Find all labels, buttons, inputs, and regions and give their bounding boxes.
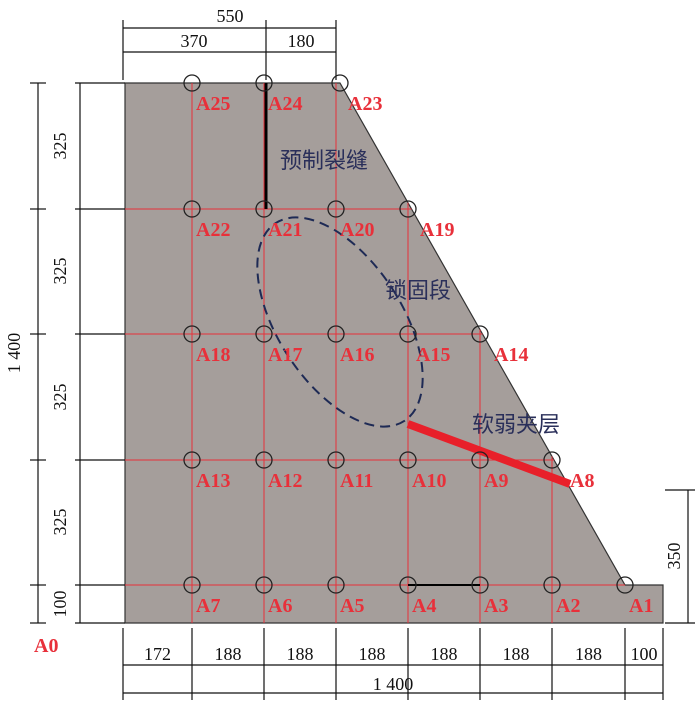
dimension-label: 370 (181, 31, 208, 51)
node-label: A10 (412, 470, 446, 492)
grid (125, 83, 625, 623)
dimension-label: 100 (50, 591, 70, 618)
node-label: A13 (196, 470, 230, 492)
dimension-label: 188 (215, 644, 242, 664)
dimension-label: 172 (144, 644, 171, 664)
node-label: A21 (268, 219, 302, 241)
node-circle (399, 576, 417, 594)
weak-layer-label: 软弱夹层 (472, 413, 560, 438)
node-label: A11 (340, 470, 373, 492)
node-circle (616, 576, 634, 594)
anchor-label: 锁固段 (385, 279, 451, 304)
node-circle (327, 451, 345, 469)
node-circle (331, 74, 349, 92)
node-label: A16 (340, 344, 374, 366)
node-label: A2 (556, 595, 580, 617)
dimension-label: 325 (50, 509, 70, 536)
node-label: A3 (484, 595, 508, 617)
node-circle (255, 325, 273, 343)
node-label: A8 (570, 470, 594, 492)
node-circle (183, 451, 201, 469)
node-label: A14 (494, 344, 528, 366)
node-label: A4 (412, 595, 436, 617)
crack-label: 预制裂缝 (280, 149, 368, 174)
dimension-label: 188 (503, 644, 530, 664)
node-circle (255, 74, 273, 92)
node-circle (183, 576, 201, 594)
dimension-label: 325 (50, 384, 70, 411)
node-label: A1 (629, 595, 653, 617)
node-label: A7 (196, 595, 220, 617)
node-circle (327, 325, 345, 343)
node-label: A23 (348, 93, 382, 115)
dimension-label: 188 (359, 644, 386, 664)
node-circle (327, 200, 345, 218)
dimension-label: 1 400 (4, 333, 24, 374)
dimension-label: 188 (287, 644, 314, 664)
anchor-ellipse (256, 216, 424, 428)
node-circle (543, 451, 561, 469)
dimension-label: 188 (431, 644, 458, 664)
node-circle (471, 451, 489, 469)
dimension-label: 180 (288, 31, 315, 51)
node-circle (327, 576, 345, 594)
node-label: A19 (420, 219, 454, 241)
dimension-label: 550 (217, 6, 244, 26)
node-circle (255, 451, 273, 469)
node-label: A22 (196, 219, 230, 241)
node-circle (399, 200, 417, 218)
node-label: A24 (268, 93, 302, 115)
node-circle (183, 74, 201, 92)
node-label: A25 (196, 93, 230, 115)
node-label: A5 (340, 595, 364, 617)
node-circle (183, 200, 201, 218)
node-label: A18 (196, 344, 230, 366)
node-circle (471, 576, 489, 594)
node-label: A20 (340, 219, 374, 241)
dimension-label: 350 (664, 543, 684, 570)
node-label: A9 (484, 470, 508, 492)
node-label: A0 (34, 635, 58, 657)
node-label: A6 (268, 595, 292, 617)
node-circle (399, 451, 417, 469)
node-circle (255, 200, 273, 218)
node-circle (183, 325, 201, 343)
node-circle (471, 325, 489, 343)
dimension-label: 100 (631, 644, 658, 664)
dimension-label: 188 (575, 644, 602, 664)
dimension-label: 325 (50, 258, 70, 285)
node-circle (255, 576, 273, 594)
dimensions: 550 370 180 1 400 325 325 325 325 100 172 188 188 18… (4, 6, 695, 700)
nodes: A1 A2 A3 A4 A5 A6 A7 A8 A9 A10 A11 A12 A13 A14 A15 A16 A… (34, 74, 653, 657)
node-circle (399, 325, 417, 343)
node-circle (543, 576, 561, 594)
node-label: A12 (268, 470, 302, 492)
weak-layer (406, 420, 572, 488)
node-label: A17 (268, 344, 302, 366)
node-label: A15 (416, 344, 450, 366)
dimension-label: 325 (50, 133, 70, 160)
dimension-label: 1 400 (373, 674, 414, 694)
